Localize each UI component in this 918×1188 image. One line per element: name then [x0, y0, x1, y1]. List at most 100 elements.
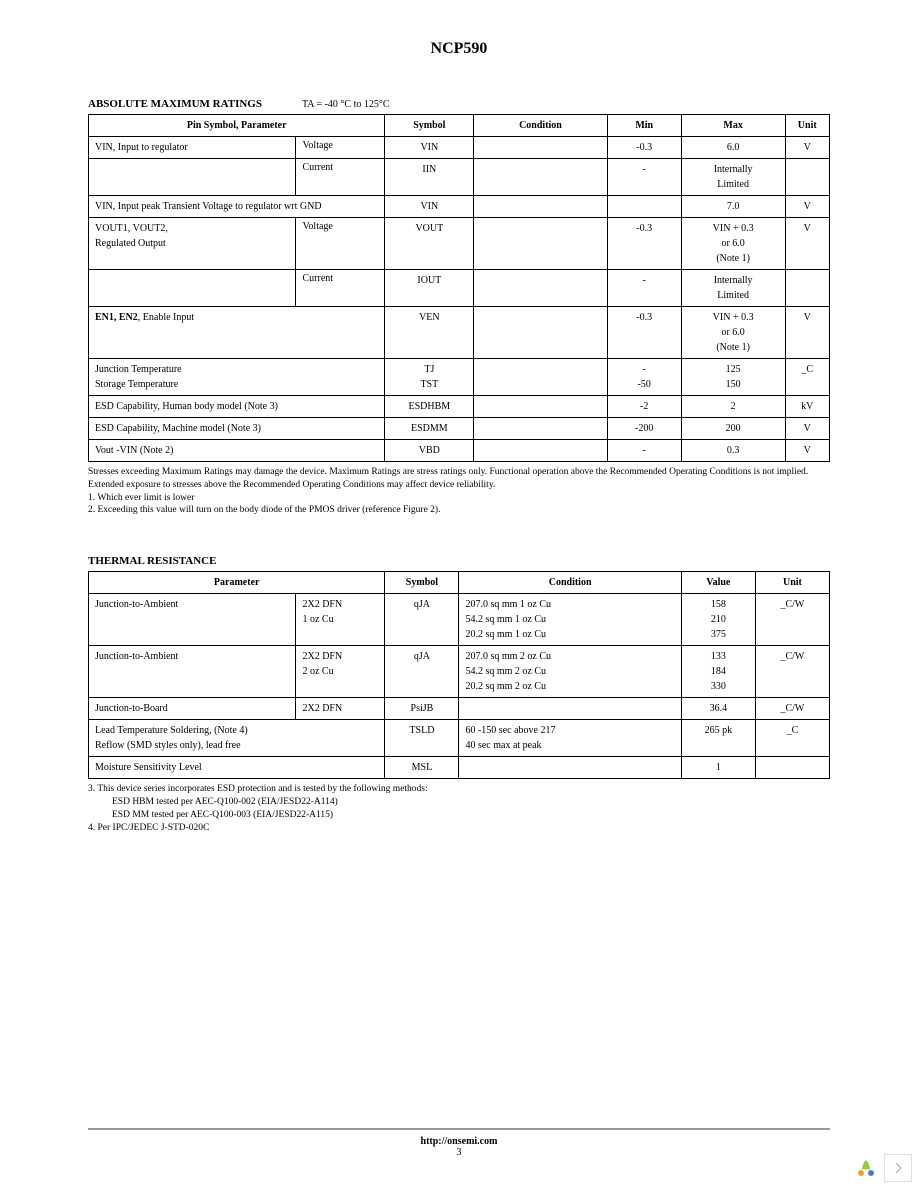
logo-icon [852, 1154, 880, 1182]
cell-aspect: Current [296, 270, 385, 307]
col-condition: Condition [459, 572, 681, 594]
cell-condition [474, 218, 607, 270]
cell-pin: Vout -VIN (Note 2) [89, 440, 385, 462]
cell-min: - [607, 270, 681, 307]
cell-symbol: qJA [385, 594, 459, 646]
cell-max: 7.0 [681, 196, 785, 218]
cell-unit: kV [785, 396, 830, 418]
cell-max: 200 [681, 418, 785, 440]
cell-aspect: Voltage [296, 218, 385, 270]
table-row: Junction-to-Board2X2 DFNPsiJB36.4_C/W [89, 698, 830, 720]
abs-max-heading: ABSOLUTE MAXIMUM RATINGS [88, 98, 262, 110]
cell-unit: V [785, 418, 830, 440]
cell-min: - [607, 159, 681, 196]
cell-min: -2 [607, 396, 681, 418]
cell-value: 265 pk [681, 720, 755, 757]
cell-unit [755, 757, 829, 779]
page-footer: http://onsemi.com 3 [0, 1128, 918, 1158]
col-unit: Unit [785, 115, 830, 137]
cell-value: 133184330 [681, 646, 755, 698]
cell-max: InternallyLimited [681, 270, 785, 307]
cell-pin: ESD Capability, Human body model (Note 3… [89, 396, 385, 418]
cell-condition [474, 137, 607, 159]
table-row: Junction TemperatureStorage TemperatureT… [89, 359, 830, 396]
cell-unit: _C/W [755, 646, 829, 698]
cell-max: InternallyLimited [681, 159, 785, 196]
table-header-row: Parameter Symbol Condition Value Unit [89, 572, 830, 594]
cell-symbol: ESDHBM [385, 396, 474, 418]
cell-param: Junction-to-Ambient [89, 594, 296, 646]
cell-unit [785, 270, 830, 307]
cell-pin: VIN, Input peak Transient Voltage to reg… [89, 196, 385, 218]
col-symbol: Symbol [385, 572, 459, 594]
cell-unit: V [785, 307, 830, 359]
cell-param: Lead Temperature Soldering, (Note 4)Refl… [89, 720, 385, 757]
cell-unit: V [785, 196, 830, 218]
footnote-1: 1. Which ever limit is lower [88, 492, 830, 505]
cell-min: -0.3 [607, 137, 681, 159]
table-row: VIN, Input peak Transient Voltage to reg… [89, 196, 830, 218]
table-row: Lead Temperature Soldering, (Note 4)Refl… [89, 720, 830, 757]
doc-title: NCP590 [88, 40, 830, 58]
cell-max: 2 [681, 396, 785, 418]
cell-condition [474, 440, 607, 462]
cell-unit: _C [785, 359, 830, 396]
footnote-3a: ESD HBM tested per AEC-Q100-002 (EIA/JES… [88, 796, 830, 809]
cell-condition [474, 418, 607, 440]
cell-min: - [607, 440, 681, 462]
cell-pkg: 2X2 DFN2 oz Cu [296, 646, 385, 698]
cell-condition: 207.0 sq mm 1 oz Cu54.2 sq mm 1 oz Cu20.… [459, 594, 681, 646]
cell-param: Junction-to-Ambient [89, 646, 296, 698]
cell-pkg: 2X2 DFN [296, 698, 385, 720]
cell-symbol: IIN [385, 159, 474, 196]
cell-unit: _C/W [755, 698, 829, 720]
cell-symbol: ESDMM [385, 418, 474, 440]
thermal-table: Parameter Symbol Condition Value Unit Ju… [88, 571, 830, 779]
cell-condition [474, 196, 607, 218]
cell-max: 125150 [681, 359, 785, 396]
cell-unit: _C/W [755, 594, 829, 646]
abs-max-table: Pin Symbol, Parameter Symbol Condition M… [88, 114, 830, 462]
cell-unit: V [785, 218, 830, 270]
cell-aspect: Voltage [296, 137, 385, 159]
thermal-notes: 3. This device series incorporates ESD p… [88, 783, 830, 834]
cell-pin [89, 270, 296, 307]
cell-symbol: VOUT [385, 218, 474, 270]
table-row: VOUT1, VOUT2,Regulated OutputVoltageVOUT… [89, 218, 830, 270]
thermal-heading: THERMAL RESISTANCE [88, 555, 830, 567]
cell-max: VIN + 0.3or 6.0(Note 1) [681, 307, 785, 359]
col-param: Parameter [89, 572, 385, 594]
nav-widget [852, 1154, 912, 1182]
cell-min [607, 196, 681, 218]
cell-unit: V [785, 137, 830, 159]
footnote-main: Stresses exceeding Maximum Ratings may d… [88, 466, 830, 492]
table-row: EN1, EN2, Enable InputVEN-0.3VIN + 0.3or… [89, 307, 830, 359]
cell-param: Moisture Sensitivity Level [89, 757, 385, 779]
cell-symbol: TSLD [385, 720, 459, 757]
cell-condition [474, 307, 607, 359]
table-row: Junction-to-Ambient2X2 DFN1 oz CuqJA207.… [89, 594, 830, 646]
cell-symbol: VEN [385, 307, 474, 359]
footer-page-number: 3 [0, 1147, 918, 1158]
cell-unit: V [785, 440, 830, 462]
cell-value: 158210375 [681, 594, 755, 646]
cell-min: -200 [607, 418, 681, 440]
col-min: Min [607, 115, 681, 137]
cell-param: Junction-to-Board [89, 698, 296, 720]
cell-condition [459, 698, 681, 720]
col-value: Value [681, 572, 755, 594]
cell-min: --50 [607, 359, 681, 396]
table-row: CurrentIIN -InternallyLimited [89, 159, 830, 196]
cell-unit: _C [755, 720, 829, 757]
abs-max-subheading: TA = -40 °C to 125°C [302, 99, 390, 110]
next-page-button[interactable] [884, 1154, 912, 1182]
cell-value: 1 [681, 757, 755, 779]
cell-aspect: Current [296, 159, 385, 196]
table-row: CurrentIOUT-InternallyLimited [89, 270, 830, 307]
cell-symbol: VBD [385, 440, 474, 462]
footnote-3b: ESD MM tested per AEC-Q100-003 (EIA/JESD… [88, 809, 830, 822]
cell-symbol: TJTST [385, 359, 474, 396]
table-row: Moisture Sensitivity LevelMSL1 [89, 757, 830, 779]
cell-max: VIN + 0.3or 6.0(Note 1) [681, 218, 785, 270]
col-unit: Unit [755, 572, 829, 594]
